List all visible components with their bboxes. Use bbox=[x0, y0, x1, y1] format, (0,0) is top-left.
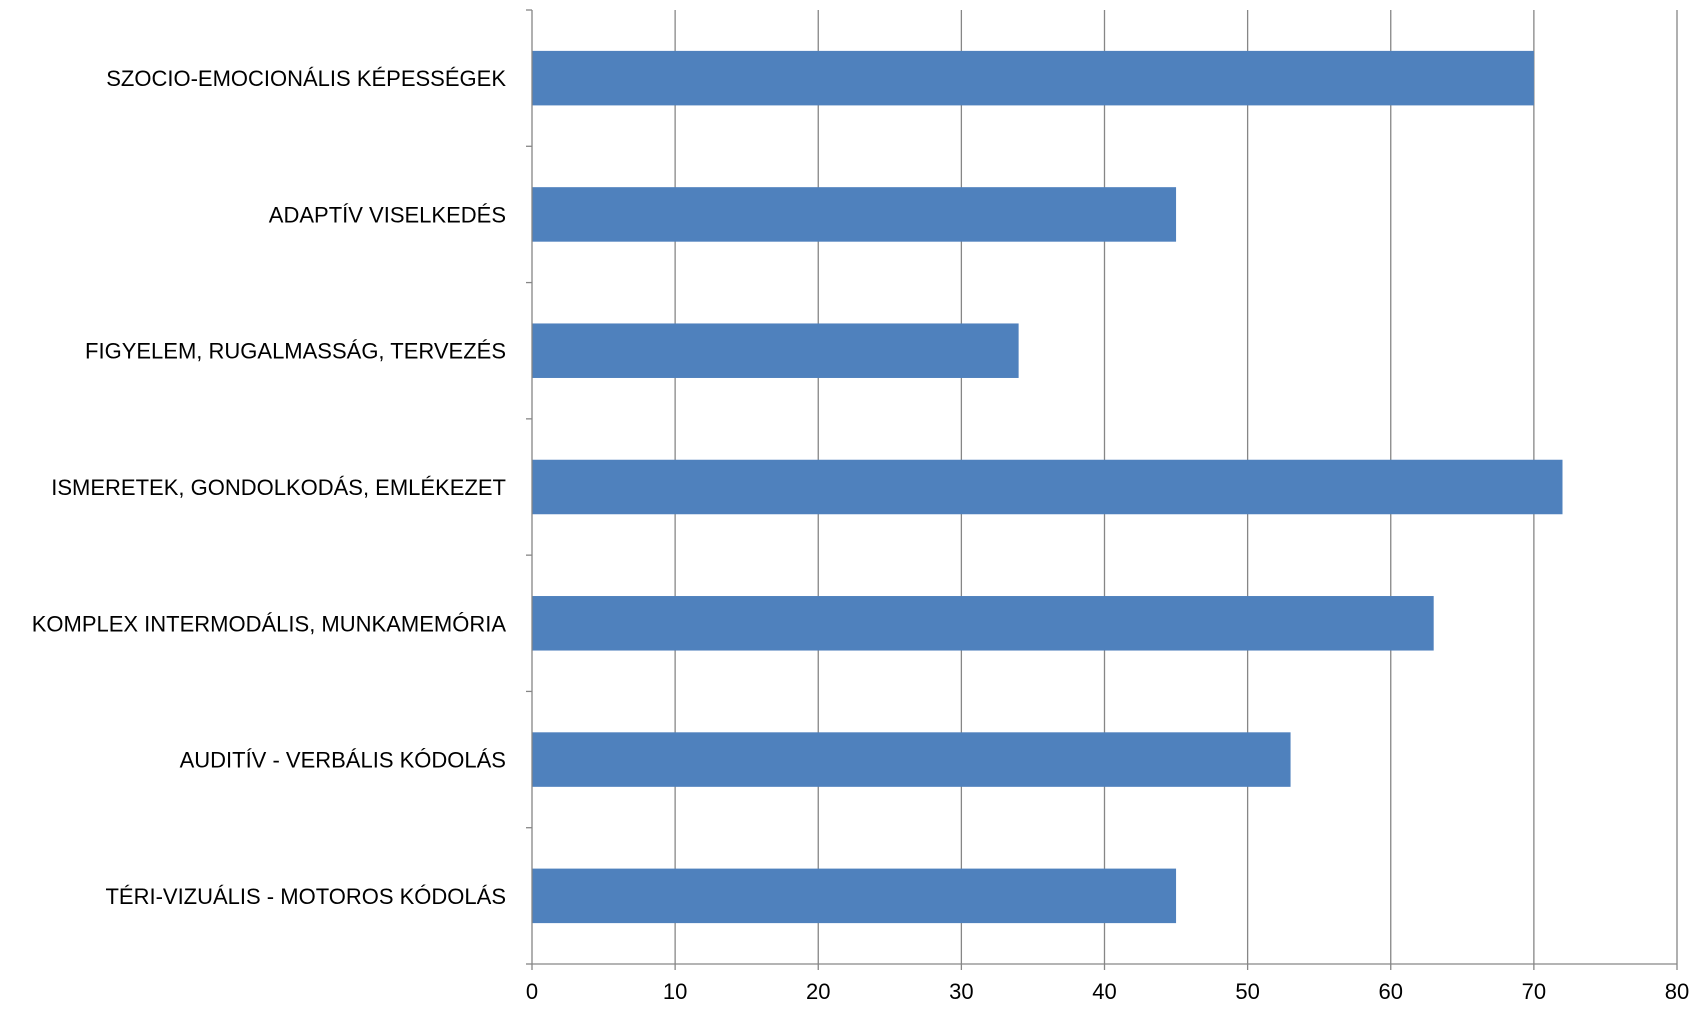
axes bbox=[526, 9, 1678, 970]
bar bbox=[532, 596, 1434, 651]
bar bbox=[532, 732, 1291, 787]
category-labels: SZOCIO-EMOCIONÁLIS KÉPESSÉGEK ADAPTÍV VIS… bbox=[32, 66, 507, 909]
bars bbox=[532, 50, 1563, 924]
category-label: KOMPLEX INTERMODÁLIS, MUNKAMEMÓRIA bbox=[32, 611, 507, 636]
category-label: ADAPTÍV VISELKEDÉS bbox=[269, 202, 506, 227]
x-tick-label: 30 bbox=[949, 979, 973, 1004]
x-tick-label: 50 bbox=[1235, 979, 1259, 1004]
x-tick-label: 0 bbox=[526, 979, 538, 1004]
x-tick-label: 70 bbox=[1522, 979, 1546, 1004]
x-tick-label: 10 bbox=[663, 979, 687, 1004]
x-tick-label: 60 bbox=[1379, 979, 1403, 1004]
category-label: ISMERETEK, GONDOLKODÁS, EMLÉKEZET bbox=[51, 475, 506, 500]
category-label: AUDITÍV - VERBÁLIS KÓDOLÁS bbox=[180, 748, 506, 773]
bar bbox=[532, 459, 1563, 515]
category-label: FIGYELEM, RUGALMASSÁG, TERVEZÉS bbox=[85, 339, 506, 364]
category-label: TÉRI-VIZUÁLIS - MOTOROS KÓDOLÁS bbox=[105, 884, 506, 909]
bar bbox=[532, 323, 1019, 378]
x-tick-label: 40 bbox=[1092, 979, 1116, 1004]
x-tick-label: 80 bbox=[1665, 979, 1689, 1004]
x-tick-label: 20 bbox=[806, 979, 830, 1004]
bar bbox=[532, 50, 1534, 106]
bar bbox=[532, 868, 1177, 924]
bar bbox=[532, 187, 1177, 242]
x-tick-labels: 0 10 20 30 40 50 60 70 80 bbox=[526, 979, 1689, 1004]
category-label: SZOCIO-EMOCIONÁLIS KÉPESSÉGEK bbox=[106, 66, 506, 91]
